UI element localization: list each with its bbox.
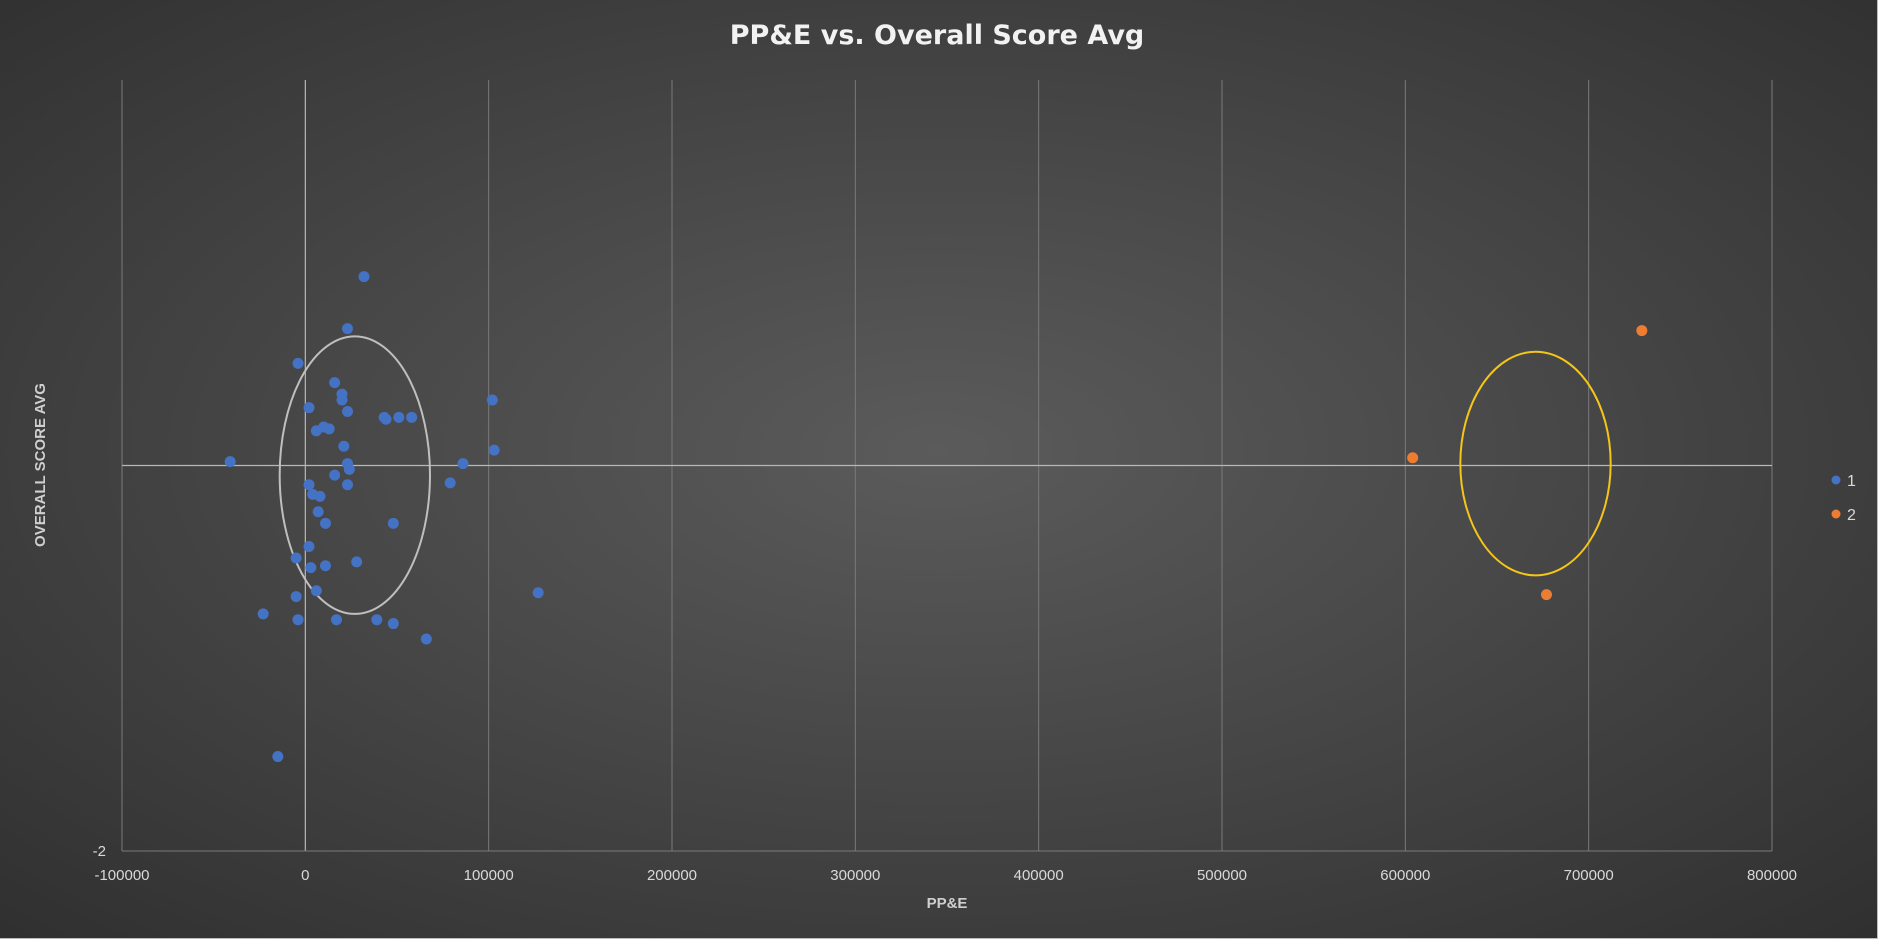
data-point-series-1 <box>486 394 498 406</box>
data-point-series-1 <box>303 479 315 491</box>
data-point-series-1 <box>338 440 350 452</box>
data-point-series-1 <box>457 458 469 470</box>
data-points <box>224 271 1648 763</box>
data-point-series-1 <box>323 423 335 435</box>
data-point-series-1 <box>272 751 284 763</box>
data-point-series-1 <box>342 323 353 335</box>
legend-label-series-1: 1 <box>1847 473 1856 490</box>
legend: 12 <box>1831 473 1856 524</box>
x-tick-label: 500000 <box>1197 867 1247 884</box>
data-point-series-1 <box>331 614 342 626</box>
data-point-series-1 <box>329 469 341 481</box>
data-point-series-1 <box>320 560 331 572</box>
x-tick-label: -100000 <box>94 867 149 884</box>
y-tick-label: -2 <box>93 843 106 860</box>
data-point-series-1 <box>314 490 326 502</box>
data-point-series-1 <box>320 517 331 529</box>
data-point-series-1 <box>488 444 500 456</box>
chart-title: PP&E vs. Overall Score Avg <box>730 20 1145 51</box>
data-point-series-1 <box>303 540 315 552</box>
y-axis-title: OVERALL SCORE AVG <box>32 383 49 547</box>
data-point-series-1 <box>290 591 302 603</box>
data-point-series-1 <box>303 402 315 414</box>
legend-marker-series-2 <box>1831 509 1841 519</box>
data-point-series-1 <box>343 463 355 475</box>
data-point-series-1 <box>342 479 353 491</box>
x-tick-label: 0 <box>301 867 309 884</box>
cluster-ellipse <box>278 335 432 615</box>
x-tick-label: 100000 <box>464 867 514 884</box>
data-point-series-1 <box>257 608 269 620</box>
cluster-ellipses <box>278 335 1612 615</box>
data-point-series-1 <box>336 394 348 406</box>
x-tick-label: 200000 <box>647 867 697 884</box>
data-point-series-1 <box>351 556 363 568</box>
data-point-series-1 <box>532 587 544 599</box>
data-point-series-1 <box>310 425 322 437</box>
data-point-series-2 <box>1636 325 1648 337</box>
data-point-series-1 <box>310 585 322 597</box>
data-point-series-1 <box>358 271 370 283</box>
x-tick-label: 700000 <box>1564 867 1614 884</box>
data-point-series-1 <box>444 477 456 489</box>
x-tick-label: 600000 <box>1380 867 1430 884</box>
tick-labels: -100000 0 100000 200000 300000 400000 500000 60… <box>93 843 1797 884</box>
data-point-series-1 <box>224 456 236 468</box>
data-point-series-1 <box>305 562 317 574</box>
data-point-series-1 <box>312 506 324 518</box>
data-point-series-1 <box>292 614 304 626</box>
x-tick-label: 800000 <box>1747 867 1797 884</box>
x-tick-label: 400000 <box>1014 867 1064 884</box>
data-point-series-1 <box>290 552 302 564</box>
data-point-series-1 <box>329 377 341 389</box>
legend-label-series-2: 2 <box>1847 507 1856 524</box>
data-point-series-1 <box>387 517 399 529</box>
data-point-series-1 <box>406 411 418 423</box>
data-point-series-1 <box>380 413 392 425</box>
x-axis-title: PP&E <box>927 895 968 912</box>
axes <box>122 80 1772 852</box>
data-point-series-1 <box>393 411 405 423</box>
legend-marker-series-1 <box>1831 475 1841 485</box>
data-point-series-2 <box>1407 452 1419 464</box>
data-point-series-1 <box>420 633 432 645</box>
x-tick-label: 300000 <box>830 867 880 884</box>
data-point-series-1 <box>292 357 304 369</box>
cluster-ellipse <box>1459 350 1612 577</box>
data-point-series-2 <box>1541 589 1552 601</box>
data-point-series-1 <box>371 614 383 626</box>
data-point-series-1 <box>387 618 399 630</box>
data-point-series-1 <box>342 406 353 418</box>
